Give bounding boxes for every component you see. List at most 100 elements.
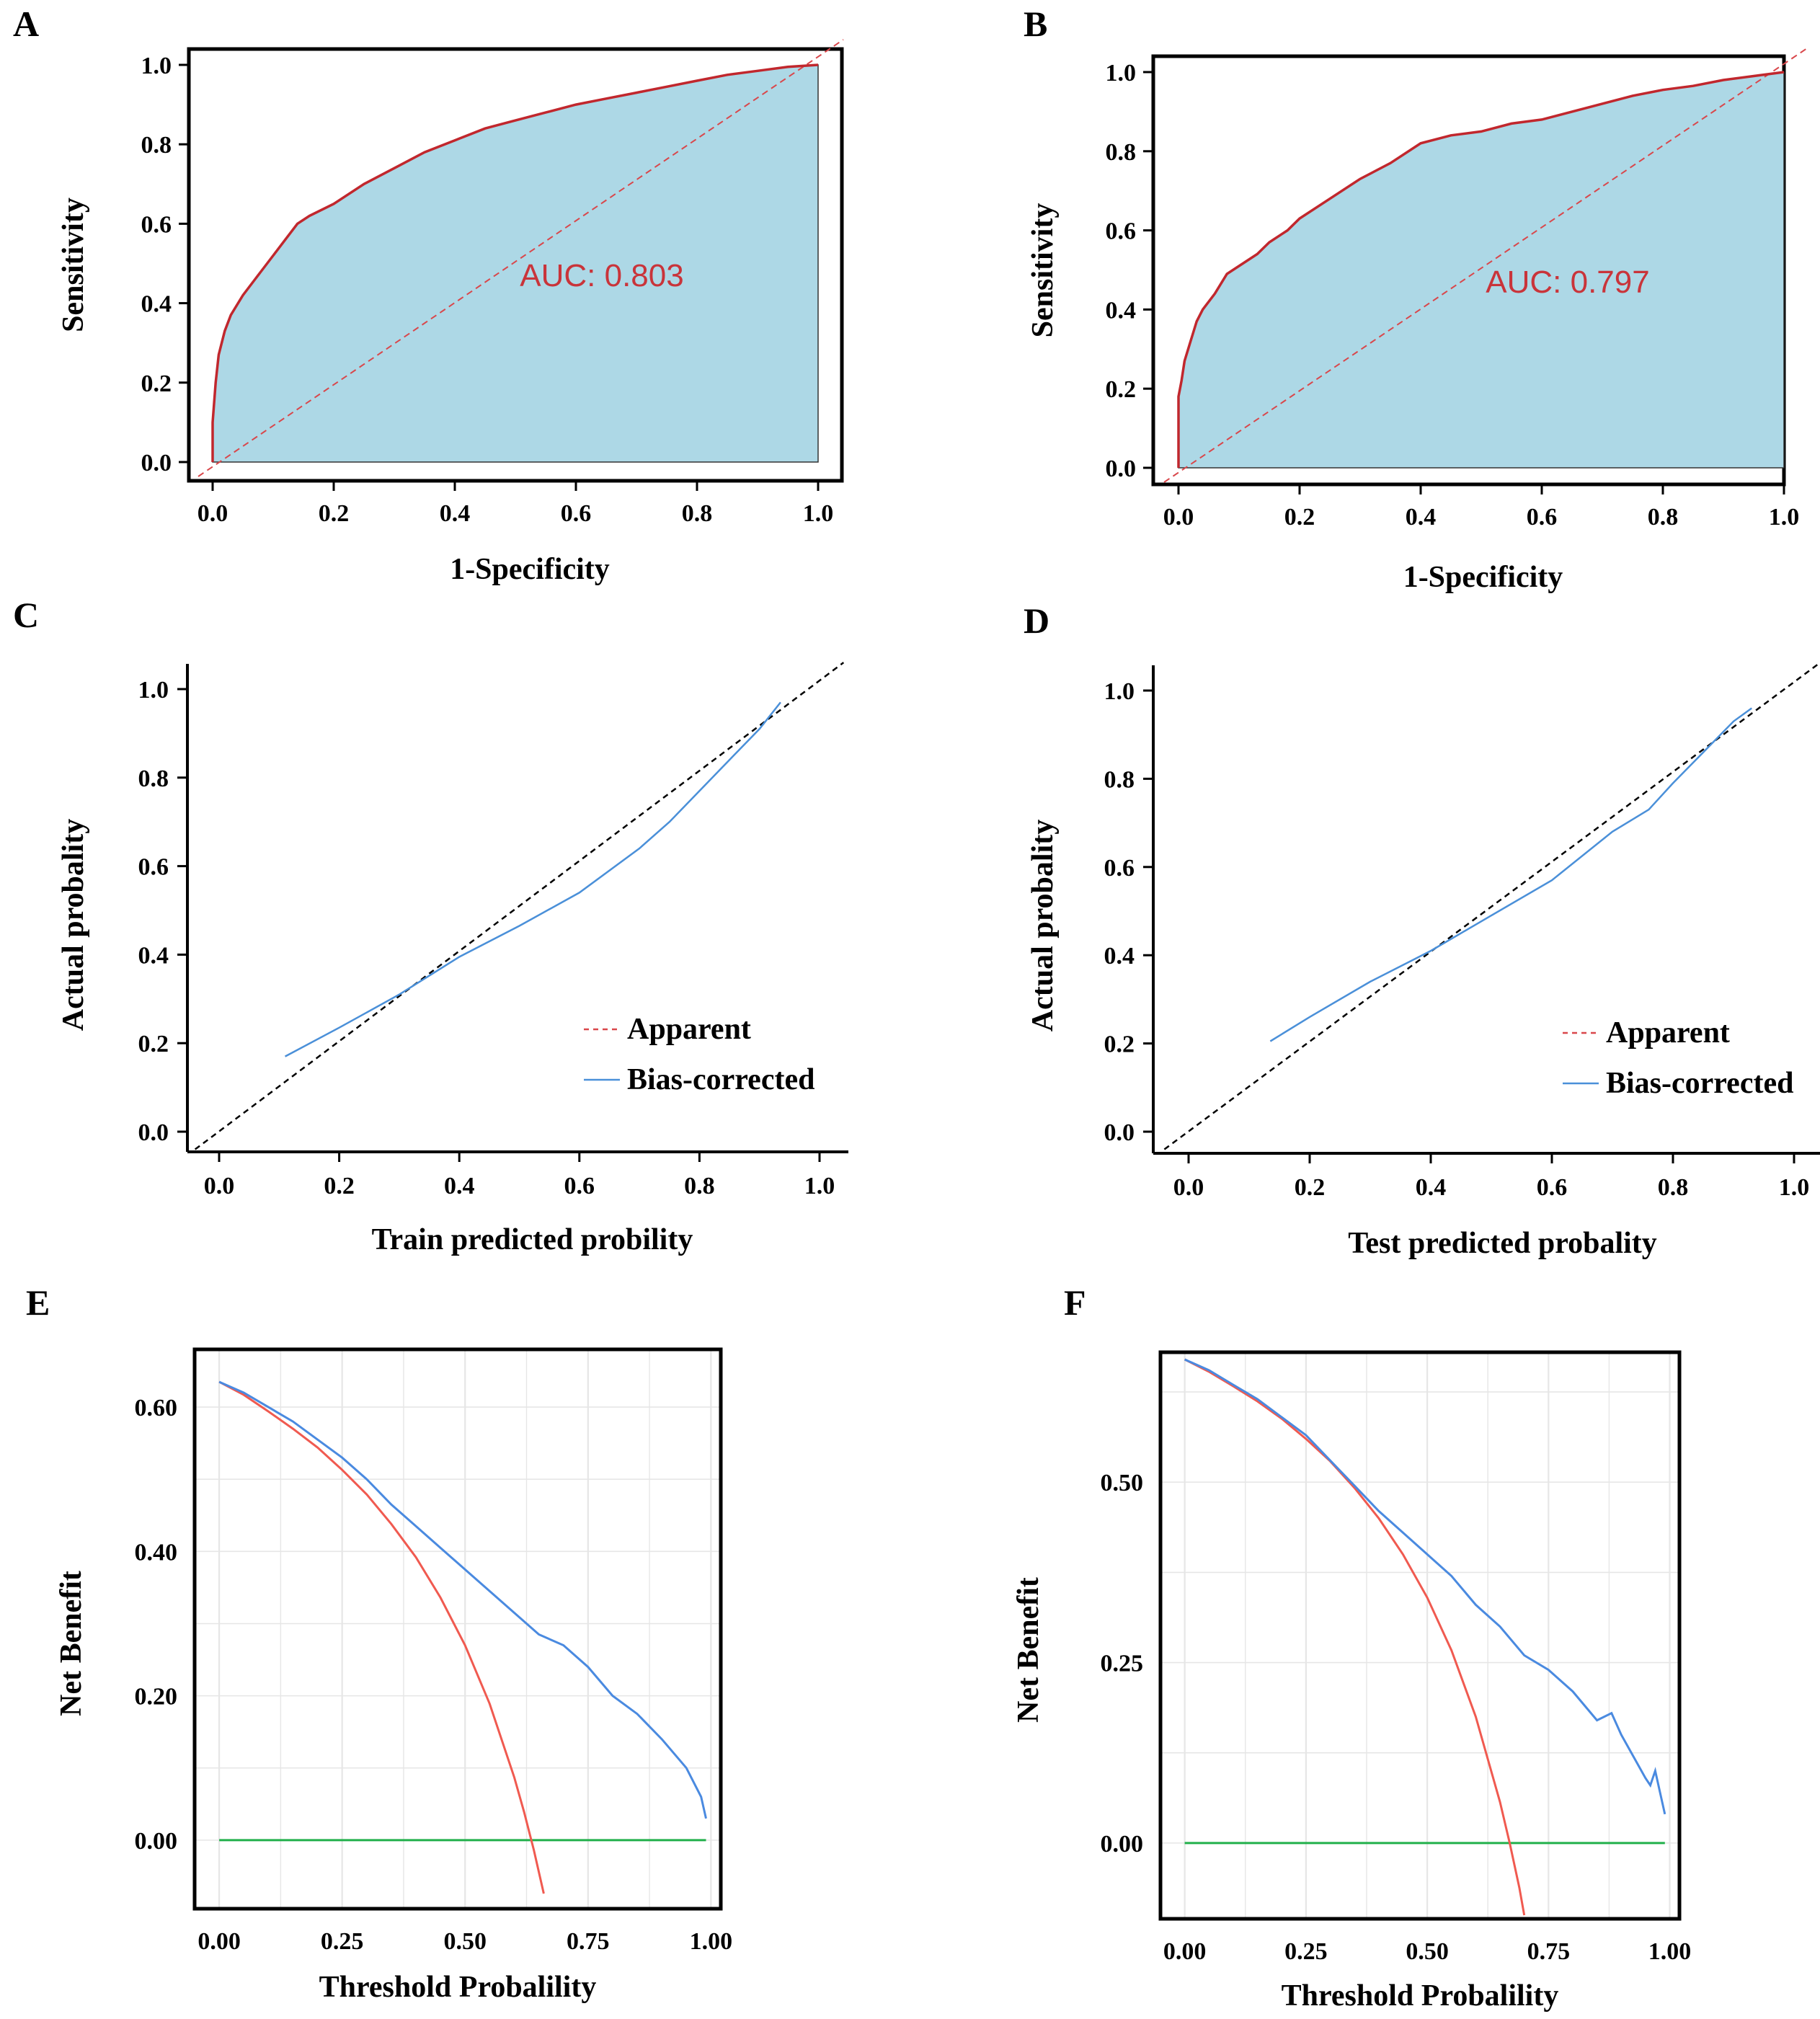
y-tick-label: 0.6 (1106, 218, 1137, 245)
x-tick-label: 0.25 (321, 1928, 364, 1955)
x-tick-label: 0.6 (564, 1173, 595, 1199)
x-tick-label: 0.8 (1648, 504, 1679, 531)
x-tick-label: 0.00 (197, 1928, 241, 1955)
y-tick-label: 0.8 (141, 132, 172, 159)
x-axis-title: Test predicted probality (1348, 1227, 1657, 1260)
bias-corrected-line (285, 701, 781, 1057)
treat-all-curve (218, 1380, 545, 1894)
y-tick-label: 0.60 (135, 1395, 178, 1421)
x-axis-title: Train predicted probility (372, 1223, 693, 1256)
x-axis-title: 1-Specificity (450, 553, 610, 586)
y-tick-label: 0.25 (1101, 1651, 1144, 1677)
panel-b: B AUC: 0.797 0.0 0.2 0.4 0.6 0.8 1.0 0.0 0.2 0.4 0.… (1024, 4, 1810, 594)
treat-all-curve (1184, 1358, 1526, 1916)
auc-annotation: AUC: 0.797 (1486, 265, 1649, 300)
x-tick-label: 0.8 (682, 500, 713, 527)
plot-frame (1158, 1350, 1682, 1921)
x-tick-label: 1.0 (803, 500, 834, 527)
y-tick-label: 0.2 (138, 1031, 169, 1057)
ideal-line (194, 662, 845, 1150)
x-tick-label: 1.0 (1779, 1174, 1810, 1201)
x-tick-label: 0.25 (1284, 1938, 1328, 1965)
y-axis-title: Net Benefit (55, 1571, 88, 1716)
apparent-line (285, 701, 781, 1057)
panel-letter: E (26, 1282, 50, 1323)
y-tick-label: 0.0 (138, 1119, 169, 1146)
y-axis-title: Sensitivity (1026, 203, 1060, 338)
panel-f: F 0.00 0.25 0.50 0.75 1.00 0.00 0.25 0.50 Thresho… (1012, 1282, 1691, 2013)
x-tick-label: 1.00 (1648, 1938, 1692, 1965)
y-tick-label: 1.0 (1104, 678, 1135, 705)
y-tick-label: 0.40 (135, 1539, 178, 1566)
x-tick-label: 1.0 (1769, 504, 1800, 531)
y-tick-label: 0.4 (141, 291, 172, 318)
y-tick-label: 1.0 (1106, 60, 1137, 86)
x-tick-label: 0.0 (1173, 1174, 1204, 1201)
panel-d: D 0.0 0.2 0.4 0.6 0.8 1.0 0.0 0.2 0.4 0.6 0.8 1.0 App… (1024, 600, 1820, 1260)
roc-area (212, 64, 819, 463)
panel-letter: F (1064, 1282, 1086, 1323)
x-tick-label: 0.50 (1406, 1938, 1449, 1965)
y-tick-label: 0.8 (1104, 766, 1135, 793)
x-tick-label: 0.4 (444, 1173, 475, 1199)
y-tick-label: 0.4 (1106, 297, 1137, 324)
panel-c: C 0.0 0.2 0.4 0.6 0.8 1.0 0.0 0.2 0.4 0.6 0.8 1.0 App… (13, 595, 848, 1256)
x-tick-label: 0.50 (443, 1928, 487, 1955)
x-axis-title: Threshold Probalility (319, 1971, 597, 2004)
y-tick-label: 0.00 (1101, 1831, 1144, 1858)
model-net-benefit-curve (1184, 1358, 1666, 1815)
x-tick-label: 0.2 (319, 500, 350, 527)
legend-label-apparent: Apparent (1606, 1016, 1730, 1050)
x-axis-title: 1-Specificity (1403, 561, 1563, 594)
y-tick-label: 0.2 (1106, 376, 1137, 403)
y-tick-label: 0.4 (138, 942, 169, 969)
x-tick-label: 0.0 (197, 500, 228, 527)
panel-e: E 0.00 0.25 0.50 0.75 1.00 0.00 0.20 0.40 0.60 Thr… (26, 1282, 732, 2004)
y-tick-label: 0.0 (1104, 1119, 1135, 1146)
x-axis-title: Threshold Probalility (1282, 1979, 1559, 2013)
legend-label-bias-corrected: Bias-corrected (627, 1063, 814, 1096)
x-tick-label: 0.4 (1406, 504, 1437, 531)
y-tick-label: 0.2 (1104, 1031, 1135, 1058)
x-tick-label: 0.75 (567, 1928, 610, 1955)
apparent-line (1269, 707, 1752, 1042)
y-tick-label: 0.8 (1106, 139, 1137, 166)
x-tick-label: 0.2 (1284, 504, 1315, 531)
y-axis-title: Net Benefit (1012, 1577, 1045, 1723)
reference-diagonal (197, 39, 844, 477)
x-tick-label: 1.0 (804, 1173, 835, 1199)
bias-corrected-line (1269, 707, 1752, 1042)
y-tick-label: 1.0 (141, 53, 172, 79)
auc-annotation: AUC: 0.803 (520, 258, 683, 293)
y-tick-label: 0.6 (141, 211, 172, 238)
plot-frame (192, 1347, 723, 1911)
roc-curve (1177, 71, 1785, 468)
x-tick-label: 0.00 (1163, 1938, 1207, 1965)
y-tick-label: 0.0 (1106, 456, 1137, 482)
y-axis-title: Actual probality (57, 819, 90, 1031)
y-tick-label: 0.20 (135, 1684, 178, 1710)
x-tick-label: 0.2 (1295, 1174, 1326, 1201)
x-tick-label: 1.00 (690, 1928, 733, 1955)
y-tick-label: 0.00 (135, 1828, 178, 1855)
x-tick-label: 0.4 (440, 500, 471, 527)
legend-label-bias-corrected: Bias-corrected (1606, 1067, 1793, 1100)
plot-frame (187, 47, 844, 483)
panel-letter: B (1024, 4, 1047, 44)
y-axis-title: Sensitivity (57, 198, 90, 332)
panel-letter: A (13, 4, 39, 44)
x-tick-label: 0.6 (1527, 504, 1558, 531)
x-tick-label: 0.4 (1416, 1174, 1447, 1201)
y-tick-label: 0.8 (138, 766, 169, 792)
panel-a: A AUC: 0.803 0.0 0.2 0.4 0.6 0.8 1.0 0.0 0.2 0.4 0.… (13, 4, 844, 586)
y-tick-label: 1.0 (138, 677, 169, 704)
x-tick-label: 0.8 (1658, 1174, 1689, 1201)
roc-curve (211, 63, 819, 462)
model-net-benefit-curve (218, 1380, 707, 1819)
panel-letter: D (1024, 600, 1049, 641)
x-tick-label: 0.75 (1527, 1938, 1571, 1965)
legend-label-apparent: Apparent (627, 1013, 751, 1046)
x-tick-label: 0.6 (561, 500, 592, 527)
x-tick-label: 0.6 (1537, 1174, 1568, 1201)
